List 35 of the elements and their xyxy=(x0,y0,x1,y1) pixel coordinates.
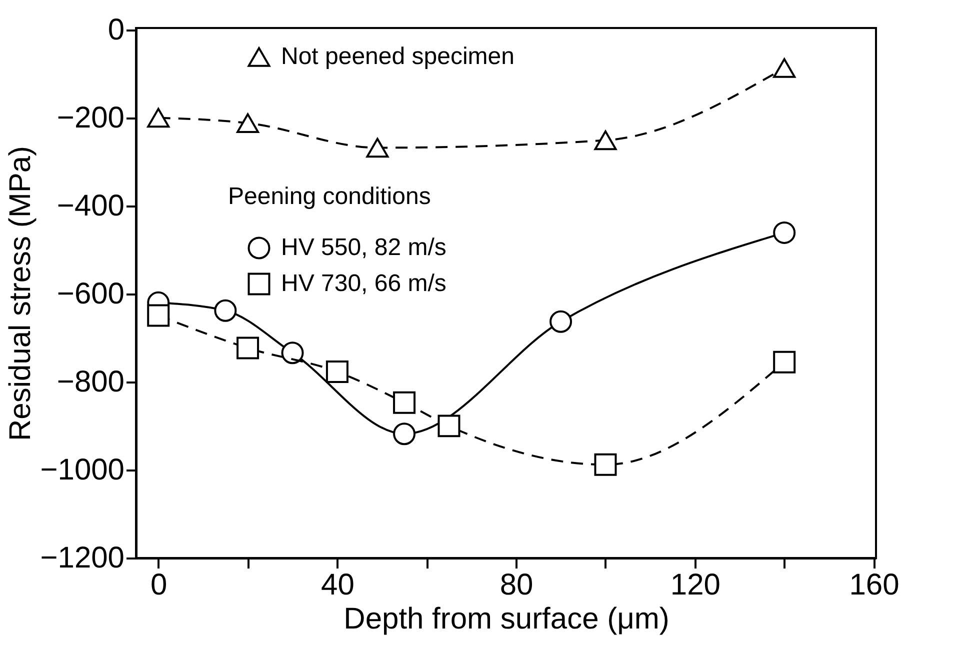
point xyxy=(393,391,416,414)
point xyxy=(147,304,170,327)
x-tick-label: 160 xyxy=(849,568,900,602)
y-tick-label: −200 xyxy=(56,101,124,134)
legend-label: HV 550, 82 m/s xyxy=(281,234,446,261)
x-tick-label: 120 xyxy=(670,568,720,602)
y-tick-label: −400 xyxy=(56,189,124,222)
x-tick-label: 40 xyxy=(321,568,354,602)
legend-label: Not peened specimen xyxy=(281,43,514,70)
legend-title: Peening conditions xyxy=(228,183,431,210)
point xyxy=(366,138,389,158)
point xyxy=(773,58,796,78)
y-tick-label: −600 xyxy=(56,277,124,310)
point xyxy=(326,360,348,384)
point xyxy=(281,342,304,364)
point xyxy=(773,350,796,374)
x-axis-title: Depth from surface (μm) xyxy=(344,602,670,636)
y-axis-title: Residual stress (MPa) xyxy=(4,146,38,442)
point xyxy=(594,453,617,476)
point xyxy=(236,336,260,360)
x-tick-label: 80 xyxy=(500,568,534,602)
point xyxy=(438,414,460,438)
point xyxy=(236,113,260,133)
x-tick-label: 0 xyxy=(150,568,168,602)
y-tick-label: −800 xyxy=(56,365,124,398)
y-tick-label: −1200 xyxy=(40,542,124,574)
point xyxy=(594,130,617,150)
point xyxy=(393,422,416,446)
y-tick-label: 0 xyxy=(108,13,124,46)
point xyxy=(214,299,237,322)
point xyxy=(550,310,572,333)
legend-label: HV 730, 66 m/s xyxy=(281,270,446,297)
point xyxy=(147,108,170,128)
point xyxy=(773,221,796,244)
y-tick-label: −1000 xyxy=(40,453,124,486)
